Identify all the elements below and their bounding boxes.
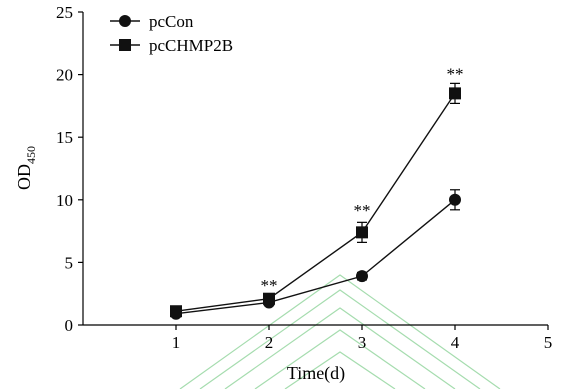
y-tick-label: 0 (65, 316, 74, 335)
x-tick-label: 3 (358, 333, 367, 352)
legend-marker-circle (119, 15, 131, 27)
y-axis-label: OD450 (14, 146, 38, 190)
axes (82, 12, 548, 326)
y-tick-label: 15 (56, 128, 73, 147)
legend-label-pcCon: pcCon (149, 12, 194, 31)
watermark-graphic (179, 274, 501, 389)
data-point-pcCHMP2B (356, 226, 368, 239)
significance-annotation: ** (354, 201, 371, 220)
x-tick-label: 5 (544, 333, 553, 352)
legend-marker-square (119, 39, 131, 51)
data-point-pcCon (356, 270, 368, 283)
y-tick-label: 20 (56, 66, 73, 85)
significance-annotation: ** (261, 276, 278, 295)
x-axis-title: Time(d) (287, 363, 345, 384)
significance-annotation: ** (447, 64, 464, 83)
series-line-pcCon (175, 199, 456, 315)
data-point-pcCon (449, 193, 461, 206)
y-axis-title: OD450 (14, 146, 38, 190)
legend-item-pcCon: pcCon (110, 12, 194, 31)
x-tick-label: 1 (172, 333, 181, 352)
legend-label-pcCHMP2B: pcCHMP2B (149, 36, 233, 55)
data-point-pcCHMP2B (449, 87, 461, 100)
legend-item-pcCHMP2B: pcCHMP2B (110, 36, 233, 55)
data-point-pcCHMP2B (170, 305, 182, 318)
y-axis-label-main: OD (14, 164, 34, 190)
data-point-pcCHMP2B (263, 292, 275, 305)
y-tick-label: 25 (56, 3, 73, 22)
y-axis-label-subscript: 450 (24, 146, 38, 164)
legend: pcCon pcCHMP2B (110, 12, 233, 55)
y-tick-label: 5 (65, 253, 74, 272)
x-tick-label: 4 (451, 333, 460, 352)
x-axis-label: Time(d) (287, 363, 345, 384)
tick-group: 0 5 10 15 20 25 1 2 3 4 5 (56, 3, 552, 352)
series-line-pcCHMP2B (175, 92, 456, 312)
y-tick-label: 10 (56, 191, 73, 210)
plot-area: ** ** ** (170, 64, 464, 320)
x-tick-label: 2 (265, 333, 274, 352)
